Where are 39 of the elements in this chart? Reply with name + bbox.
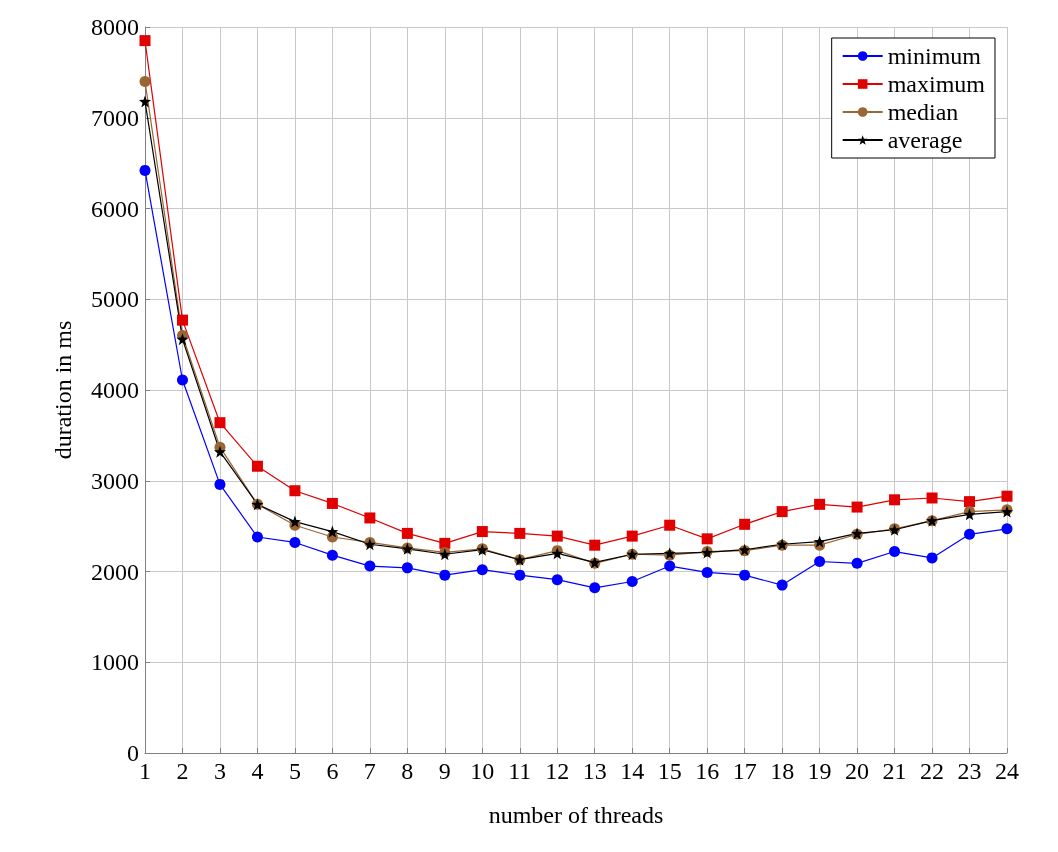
x-tick-label: 17	[732, 758, 757, 784]
y-tick-label: 0	[127, 740, 139, 766]
x-tick-label: 16	[695, 758, 720, 784]
x-tick-label: 8	[401, 758, 414, 784]
x-tick-label: 19	[807, 758, 832, 784]
y-tick-label: 8000	[91, 14, 139, 40]
x-tick-label: 7	[363, 758, 376, 784]
x-tick-label: 23	[957, 758, 982, 784]
y-tick-label: 4000	[91, 377, 139, 403]
x-tick-label: 2	[176, 758, 189, 784]
x-tick-label: 24	[995, 758, 1019, 784]
x-tick-label: 21	[882, 758, 907, 784]
legend-label: average	[887, 127, 963, 153]
x-tick-label: 20	[845, 758, 870, 784]
x-tick-label: 5	[288, 758, 301, 784]
x-axis-title: number of threads	[488, 802, 664, 828]
legend-label: maximum	[887, 71, 986, 97]
y-axis-title: duration in ms	[50, 320, 76, 460]
x-tick-label: 22	[920, 758, 945, 784]
x-tick-label: 14	[620, 758, 645, 784]
x-tick-label: 11	[508, 758, 532, 784]
legend-label: minimum	[887, 43, 982, 69]
y-tick-label: 2000	[91, 558, 139, 585]
x-tick-label: 12	[545, 758, 570, 784]
legend-label: median	[887, 99, 959, 125]
x-tick-label: 1	[139, 758, 151, 784]
x-tick-label: 4	[251, 758, 264, 784]
x-tick-label: 18	[770, 758, 795, 784]
x-tick-label: 13	[582, 758, 607, 784]
x-tick-label: 6	[326, 758, 339, 784]
x-tick-label: 3	[213, 758, 226, 784]
y-tick-label: 1000	[91, 649, 139, 676]
y-tick-label: 3000	[91, 467, 139, 494]
x-tick-label: 15	[657, 758, 682, 784]
x-tick-label: 10	[470, 758, 495, 784]
y-tick-label: 7000	[91, 104, 139, 131]
x-tick-label: 9	[438, 758, 451, 784]
y-tick-label: 6000	[91, 195, 139, 222]
y-tick-label: 5000	[91, 286, 139, 313]
